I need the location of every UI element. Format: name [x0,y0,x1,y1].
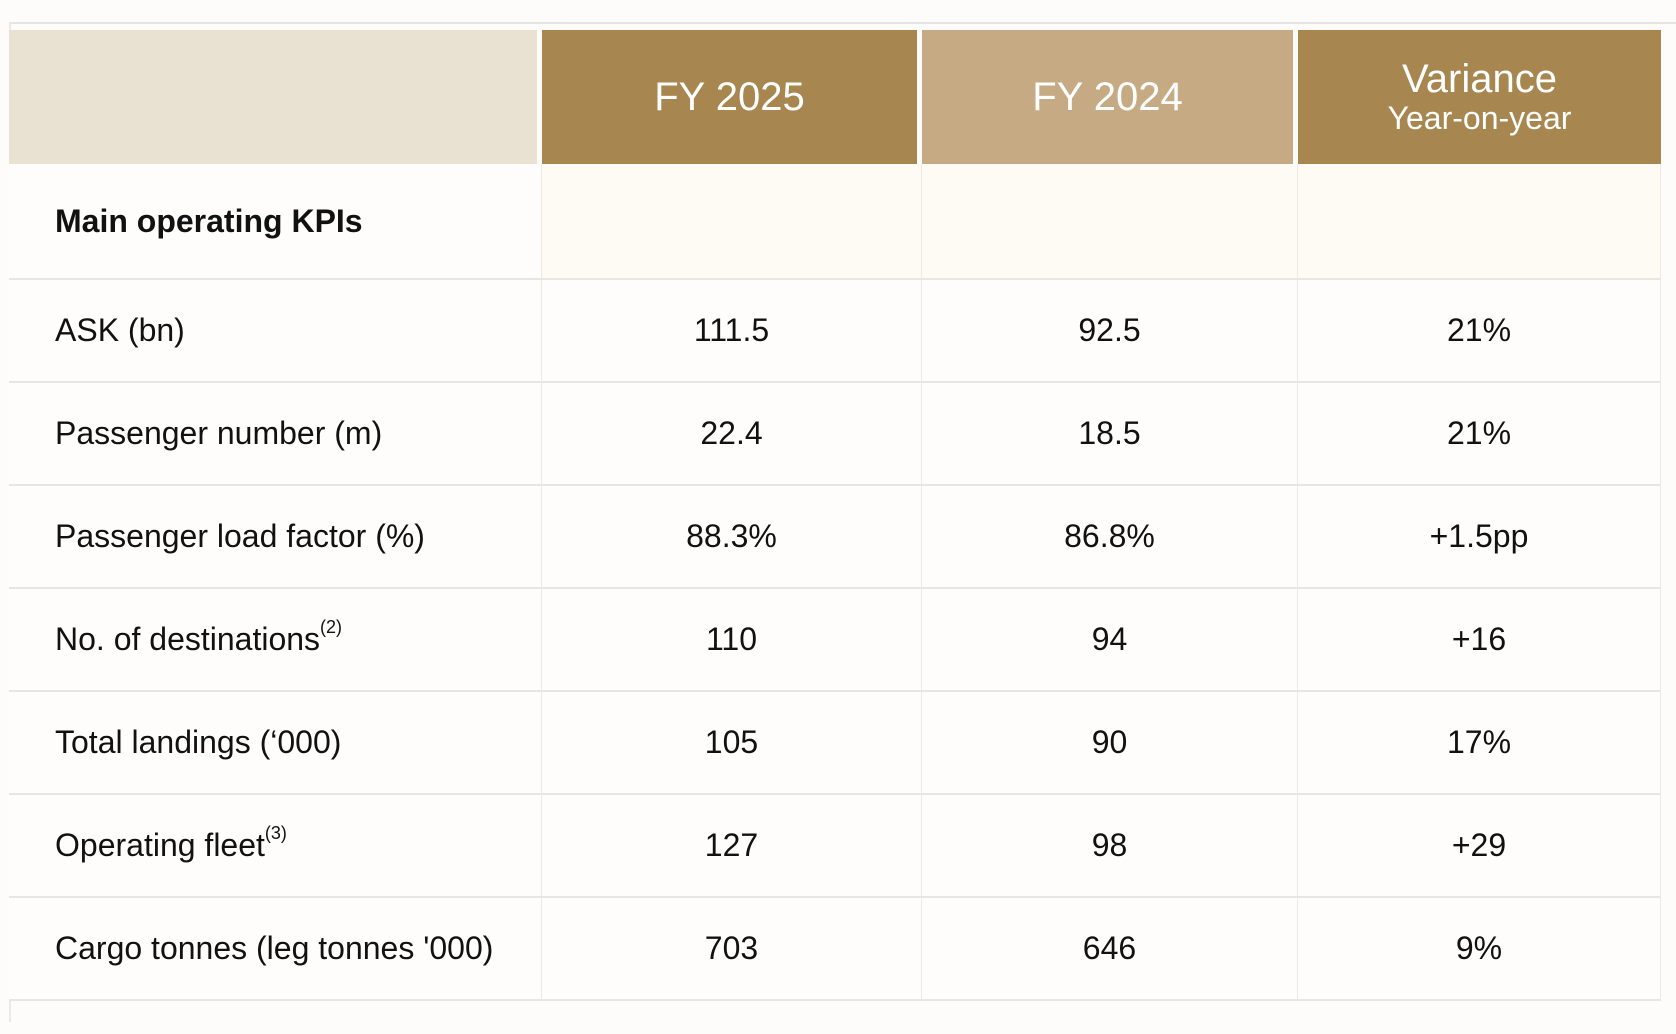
kpi-label: ASK (bn) [9,278,542,381]
kpi-variance-value: +16 [1298,587,1661,690]
kpi-fy2025-value: 703 [542,896,922,1001]
table-row: Passenger load factor (%) 88.3% 86.8% +1.5p… [9,484,1661,587]
kpi-fy2024-value: 86.8% [922,484,1298,587]
kpi-fy2024-value: 94 [922,587,1298,690]
kpi-label: Total landings (‘000) [9,690,542,793]
kpi-fy2024-value: 646 [922,896,1298,1001]
kpi-label-text: Total landings (‘000) [55,724,342,760]
kpi-fy2024-value: 18.5 [922,381,1298,484]
header-variance: Variance Year-on-year [1298,30,1661,164]
kpi-variance-value: 17% [1298,690,1661,793]
section-title: Main operating KPIs [9,164,542,278]
kpi-label: No. of destinations(2) [9,587,542,690]
table-row: ASK (bn) 111.5 92.5 21% [9,278,1661,381]
section-cell [1298,164,1661,278]
kpi-label: Operating fleet(3) [9,793,542,896]
section-cell [542,164,922,278]
header-blank [9,30,542,164]
kpi-label-text: Passenger load factor (%) [55,518,425,554]
kpi-fy2025-value: 111.5 [542,278,922,381]
kpi-variance-value: +1.5pp [1298,484,1661,587]
kpi-fy2024-value: 92.5 [922,278,1298,381]
footnote-marker: (3) [264,823,287,843]
kpi-label-text: No. of destinations [55,621,321,657]
kpi-label-text: ASK (bn) [55,312,185,348]
table-row: Cargo tonnes (leg tonnes '000) 703 646 9% [9,896,1661,1001]
kpi-label-text: Operating fleet [55,827,265,863]
variance-title: Variance [1402,57,1557,101]
header-row: FY 2025 FY 2024 Variance Year-on-year [9,30,1661,164]
kpi-label-text: Passenger number (m) [55,415,383,451]
kpi-variance-value: +29 [1298,793,1661,896]
kpi-variance-value: 9% [1298,896,1661,1001]
kpi-label: Passenger number (m) [9,381,542,484]
kpi-variance-value: 21% [1298,278,1661,381]
section-row: Main operating KPIs [9,164,1661,278]
kpi-variance-value: 21% [1298,381,1661,484]
kpi-label: Cargo tonnes (leg tonnes '000) [9,896,542,1001]
table-row: No. of destinations(2) 110 94 +16 [9,587,1661,690]
header-fy2025: FY 2025 [542,30,922,164]
kpi-table: FY 2025 FY 2024 Variance Year-on-year Mai… [9,30,1661,1001]
kpi-fy2025-value: 127 [542,793,922,896]
kpi-label-text: Cargo tonnes (leg tonnes '000) [55,930,494,966]
variance-subtitle: Year-on-year [1387,100,1572,136]
kpi-fy2025-value: 88.3% [542,484,922,587]
kpi-fy2025-value: 105 [542,690,922,793]
kpi-fy2025-value: 110 [542,587,922,690]
kpi-fy2024-value: 98 [922,793,1298,896]
kpi-fy2024-value: 90 [922,690,1298,793]
footnote-marker: (2) [320,617,343,637]
section-cell [922,164,1298,278]
table-row: Operating fleet(3) 127 98 +29 [9,793,1661,896]
kpi-fy2025-value: 22.4 [542,381,922,484]
table-row: Passenger number (m) 22.4 18.5 21% [9,381,1661,484]
header-fy2024: FY 2024 [922,30,1298,164]
kpi-label: Passenger load factor (%) [9,484,542,587]
table-row: Total landings (‘000) 105 90 17% [9,690,1661,793]
